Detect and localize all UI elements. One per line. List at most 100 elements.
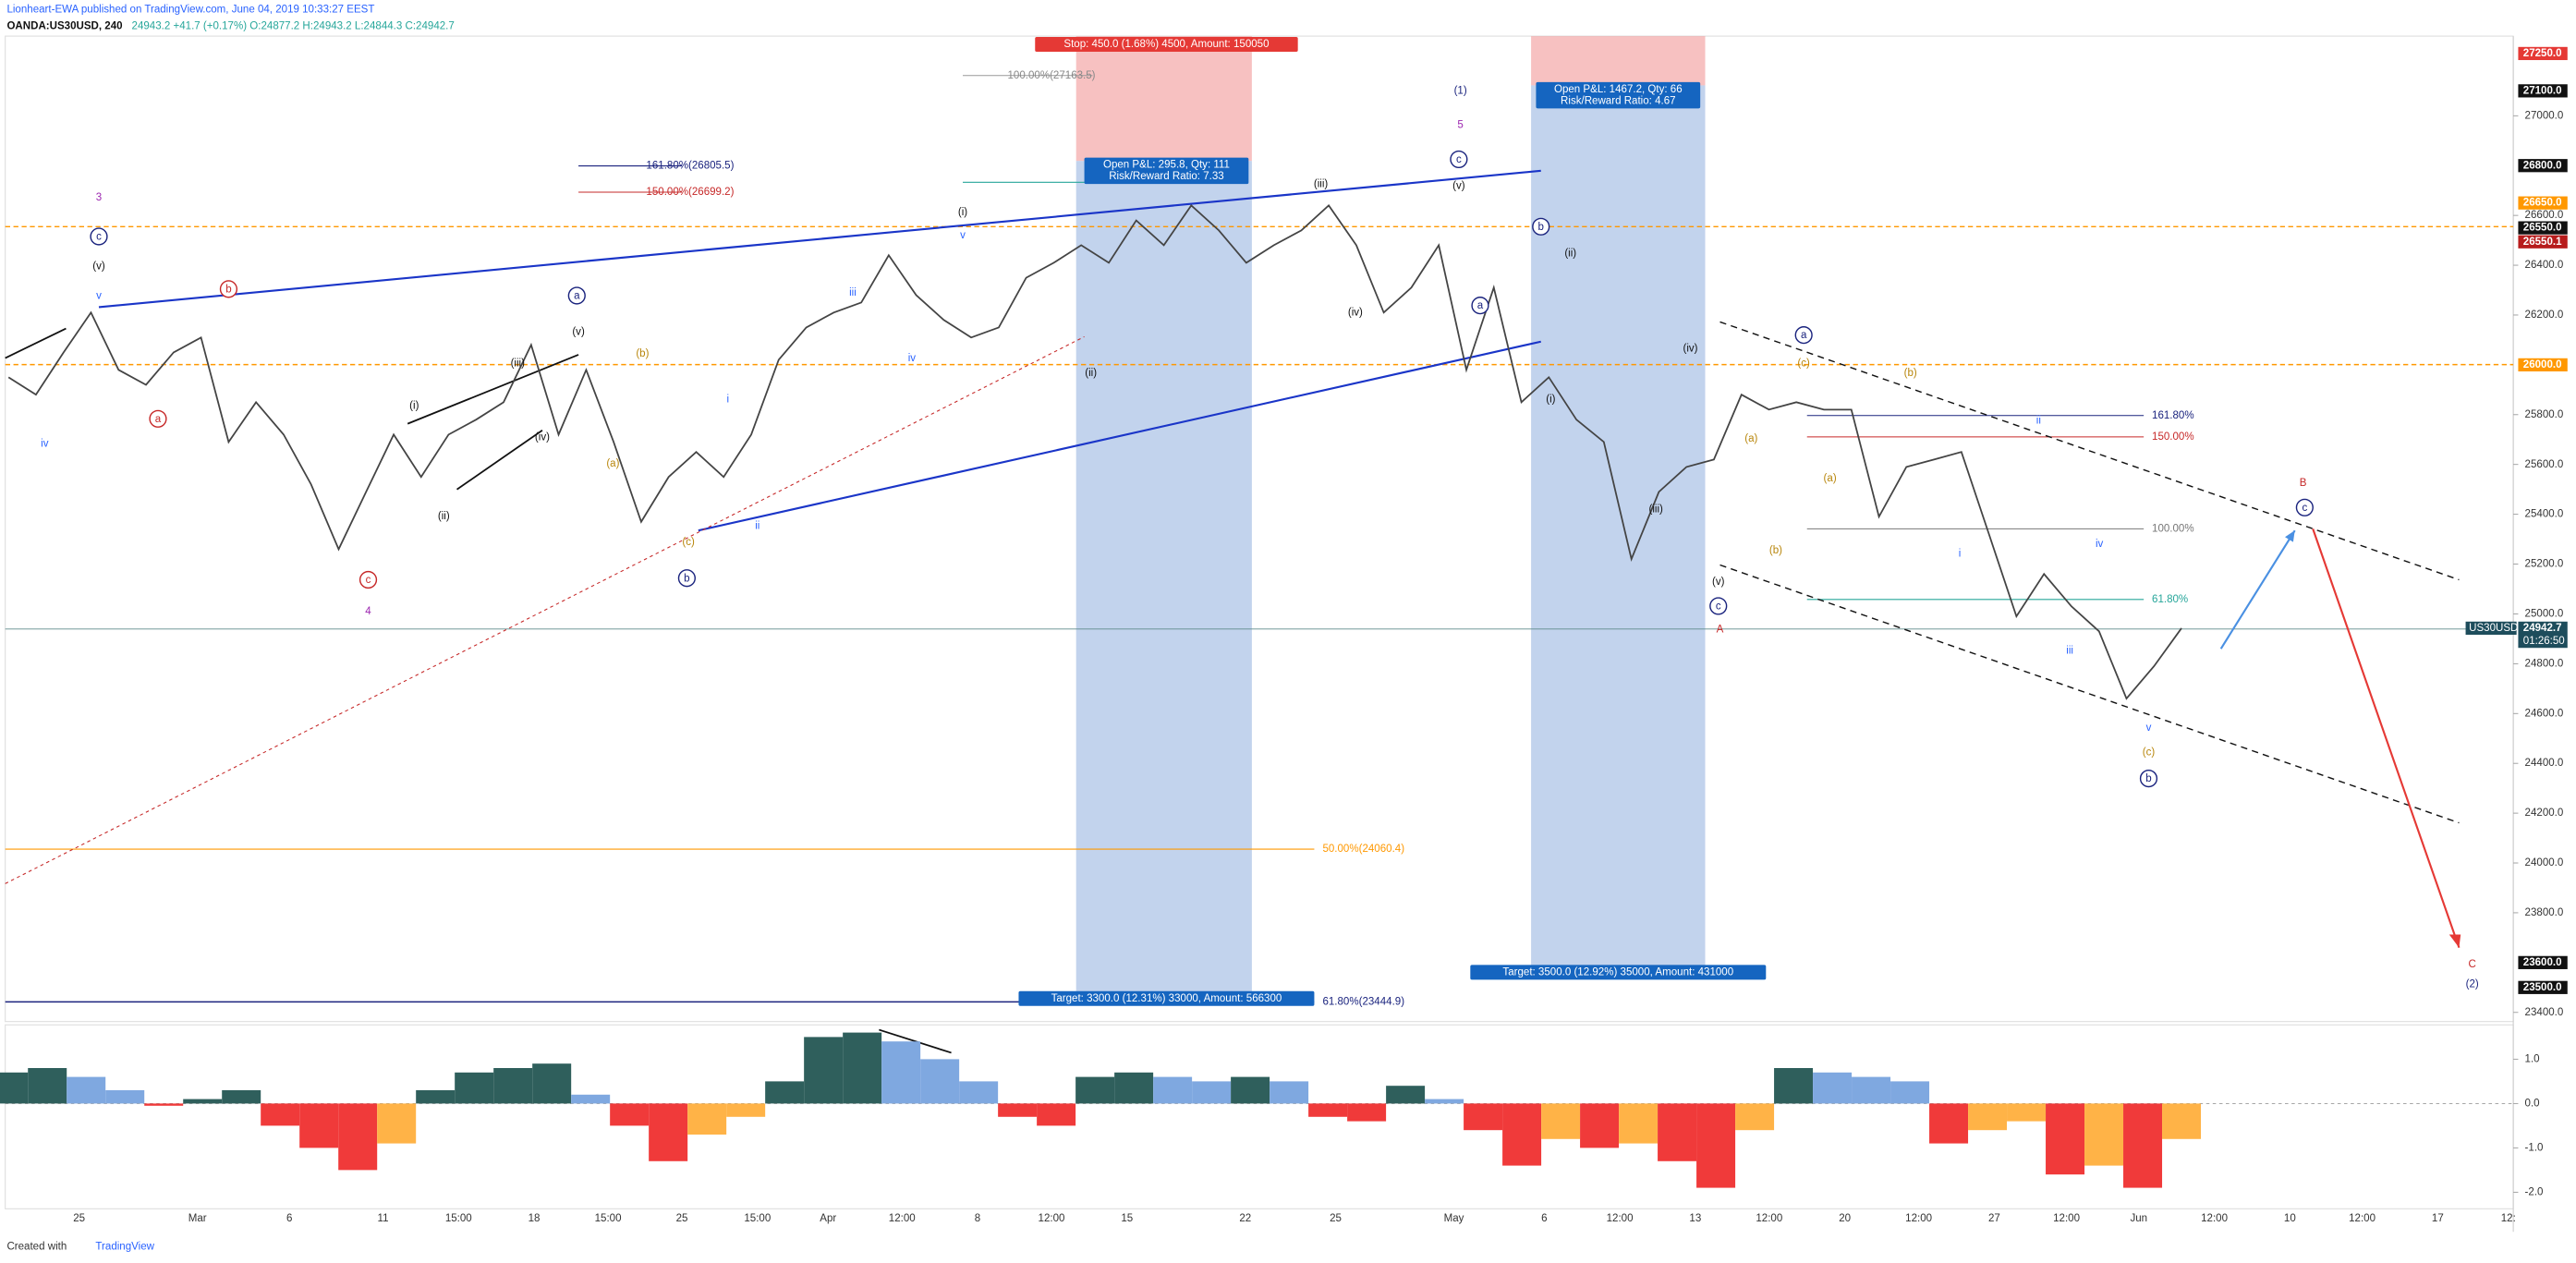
oscillator-bar	[2007, 1103, 2047, 1122]
fib-label: 61.80%(23444.9)	[1322, 996, 1404, 1007]
wave-label: c	[2302, 503, 2307, 514]
wave-label: (c)	[682, 537, 695, 548]
wave-circle	[90, 227, 108, 246]
wave-label: v	[960, 230, 966, 241]
wave-label: 5	[1457, 120, 1463, 131]
oscillator-bar	[1580, 1103, 1620, 1148]
x-tick-label: 25	[73, 1213, 85, 1224]
oscillator-bar	[416, 1089, 456, 1104]
wave-label: iii	[849, 287, 857, 298]
x-tick-label: 15:00	[595, 1213, 622, 1224]
fib-label: 161.80%	[2152, 410, 2194, 421]
oscillator-bar	[1386, 1086, 1426, 1104]
oscillator-bar	[0, 1072, 29, 1104]
wave-label: (v)	[1712, 577, 1725, 588]
price-label-box	[2518, 221, 2568, 235]
oscillator-bar	[610, 1103, 650, 1126]
wave-label: (i)	[958, 207, 967, 218]
oscillator-bar	[1464, 1103, 1503, 1131]
projection-arrow	[2312, 528, 2461, 949]
wave-label: (iii)	[1314, 179, 1329, 190]
oscillator-bar	[261, 1103, 300, 1126]
wave-label: v	[96, 291, 102, 302]
fib-label: 100.00%(27163.5)	[1008, 70, 1096, 81]
oscillator-bar	[2123, 1103, 2163, 1188]
position-box	[1018, 990, 1315, 1006]
x-tick-label: 12:00	[1039, 1213, 1065, 1224]
price-line	[7, 204, 2182, 700]
quote: 24943.2 +41.7 (+0.17%) O:24877.2 H:24943…	[132, 20, 455, 31]
wave-label: a	[1477, 300, 1484, 311]
oscillator-bar	[1270, 1081, 1309, 1104]
oscillator-bar	[687, 1103, 727, 1135]
x-tick-label: 17	[2432, 1213, 2444, 1224]
wedge-line	[5, 327, 67, 359]
wave-circle	[1532, 217, 1550, 236]
x-tick-label: 12:00	[1905, 1213, 1932, 1224]
oscillator-bar	[804, 1037, 844, 1104]
y-tick-label: 25600.0	[2525, 459, 2564, 470]
oscillator-bar	[1852, 1076, 1891, 1104]
oscillator-bar	[2046, 1103, 2085, 1175]
y-tick-label: 24800.0	[2525, 658, 2564, 669]
oscillator-bar	[920, 1059, 960, 1104]
last-price: 24942.7	[2523, 623, 2562, 634]
position-label: Risk/Reward Ratio: 7.33	[1109, 171, 1224, 182]
y-tick-label: 24400.0	[2525, 758, 2564, 769]
arrow-head	[2285, 530, 2295, 542]
oscillator-bar	[881, 1041, 921, 1104]
oscillator-bar	[1658, 1103, 1697, 1161]
wave-label: (iii)	[1648, 504, 1663, 516]
x-tick-label: 25	[676, 1213, 688, 1224]
position-box	[1084, 157, 1249, 185]
price-label: 27250.0	[2523, 48, 2562, 59]
wave-label: a	[155, 414, 162, 425]
price-label-box	[2518, 196, 2568, 210]
y-tick-label: 23800.0	[2525, 907, 2564, 918]
oscillator-bar	[843, 1032, 882, 1104]
oscillator-bar	[998, 1103, 1038, 1117]
x-tick-label: 6	[286, 1213, 292, 1224]
target-zone	[1075, 161, 1252, 994]
y-tick-label: 24200.0	[2525, 808, 2564, 819]
wave-label: B	[2300, 478, 2307, 489]
wave-label: (ii)	[438, 511, 450, 522]
channel-line	[1719, 321, 2460, 581]
oscillator-bar	[1114, 1072, 1154, 1104]
oscillator-bar	[1813, 1072, 1853, 1104]
labels: 27000.0 26600.0 26400.0 26200.0 25800.0 25600…	[41, 36, 2568, 1224]
y-tick-label: 27000.0	[2525, 110, 2564, 121]
price-label-box	[2518, 955, 2568, 969]
projection-arrow	[2219, 529, 2296, 650]
wave-label: b	[1538, 222, 1544, 233]
price-series	[7, 204, 2182, 700]
trend-line	[98, 169, 1541, 309]
x-tick-label: 12:00	[2053, 1213, 2080, 1224]
x-tick-label: 15:00	[744, 1213, 771, 1224]
fib-label: 50.00%(24060.4)	[1322, 844, 1404, 855]
wedge-line	[456, 430, 543, 491]
target-zone	[1531, 85, 1706, 969]
wave-label: (a)	[1744, 433, 1757, 444]
wave-label: iv	[2096, 539, 2104, 550]
oscillator-bar	[1037, 1103, 1076, 1126]
oscillator-bar	[1153, 1076, 1193, 1104]
oscillator-bar	[1231, 1076, 1270, 1104]
wave-circle	[567, 286, 586, 305]
wave-label: (c)	[2143, 747, 2156, 759]
wave-circle	[2139, 769, 2158, 788]
oscillator-bar	[532, 1063, 572, 1104]
oscillator-bar	[493, 1067, 533, 1104]
oscillator-bar	[222, 1089, 261, 1104]
y-tick-label: 26600.0	[2525, 210, 2564, 221]
price-label: 26550.1	[2523, 237, 2562, 248]
x-tick-label: 12:00	[2349, 1213, 2376, 1224]
wave-label: b	[225, 284, 231, 295]
position-label: Open P&L: 295.8, Qty: 111	[1103, 160, 1230, 171]
wave-label: (i)	[1546, 395, 1555, 406]
x-tick-label: 12:00	[889, 1213, 916, 1224]
oscillator-bar	[455, 1072, 494, 1104]
wave-label: (b)	[1769, 545, 1782, 556]
position-label: Risk/Reward Ratio: 4.67	[1561, 95, 1676, 106]
channel-line	[1719, 564, 2460, 824]
